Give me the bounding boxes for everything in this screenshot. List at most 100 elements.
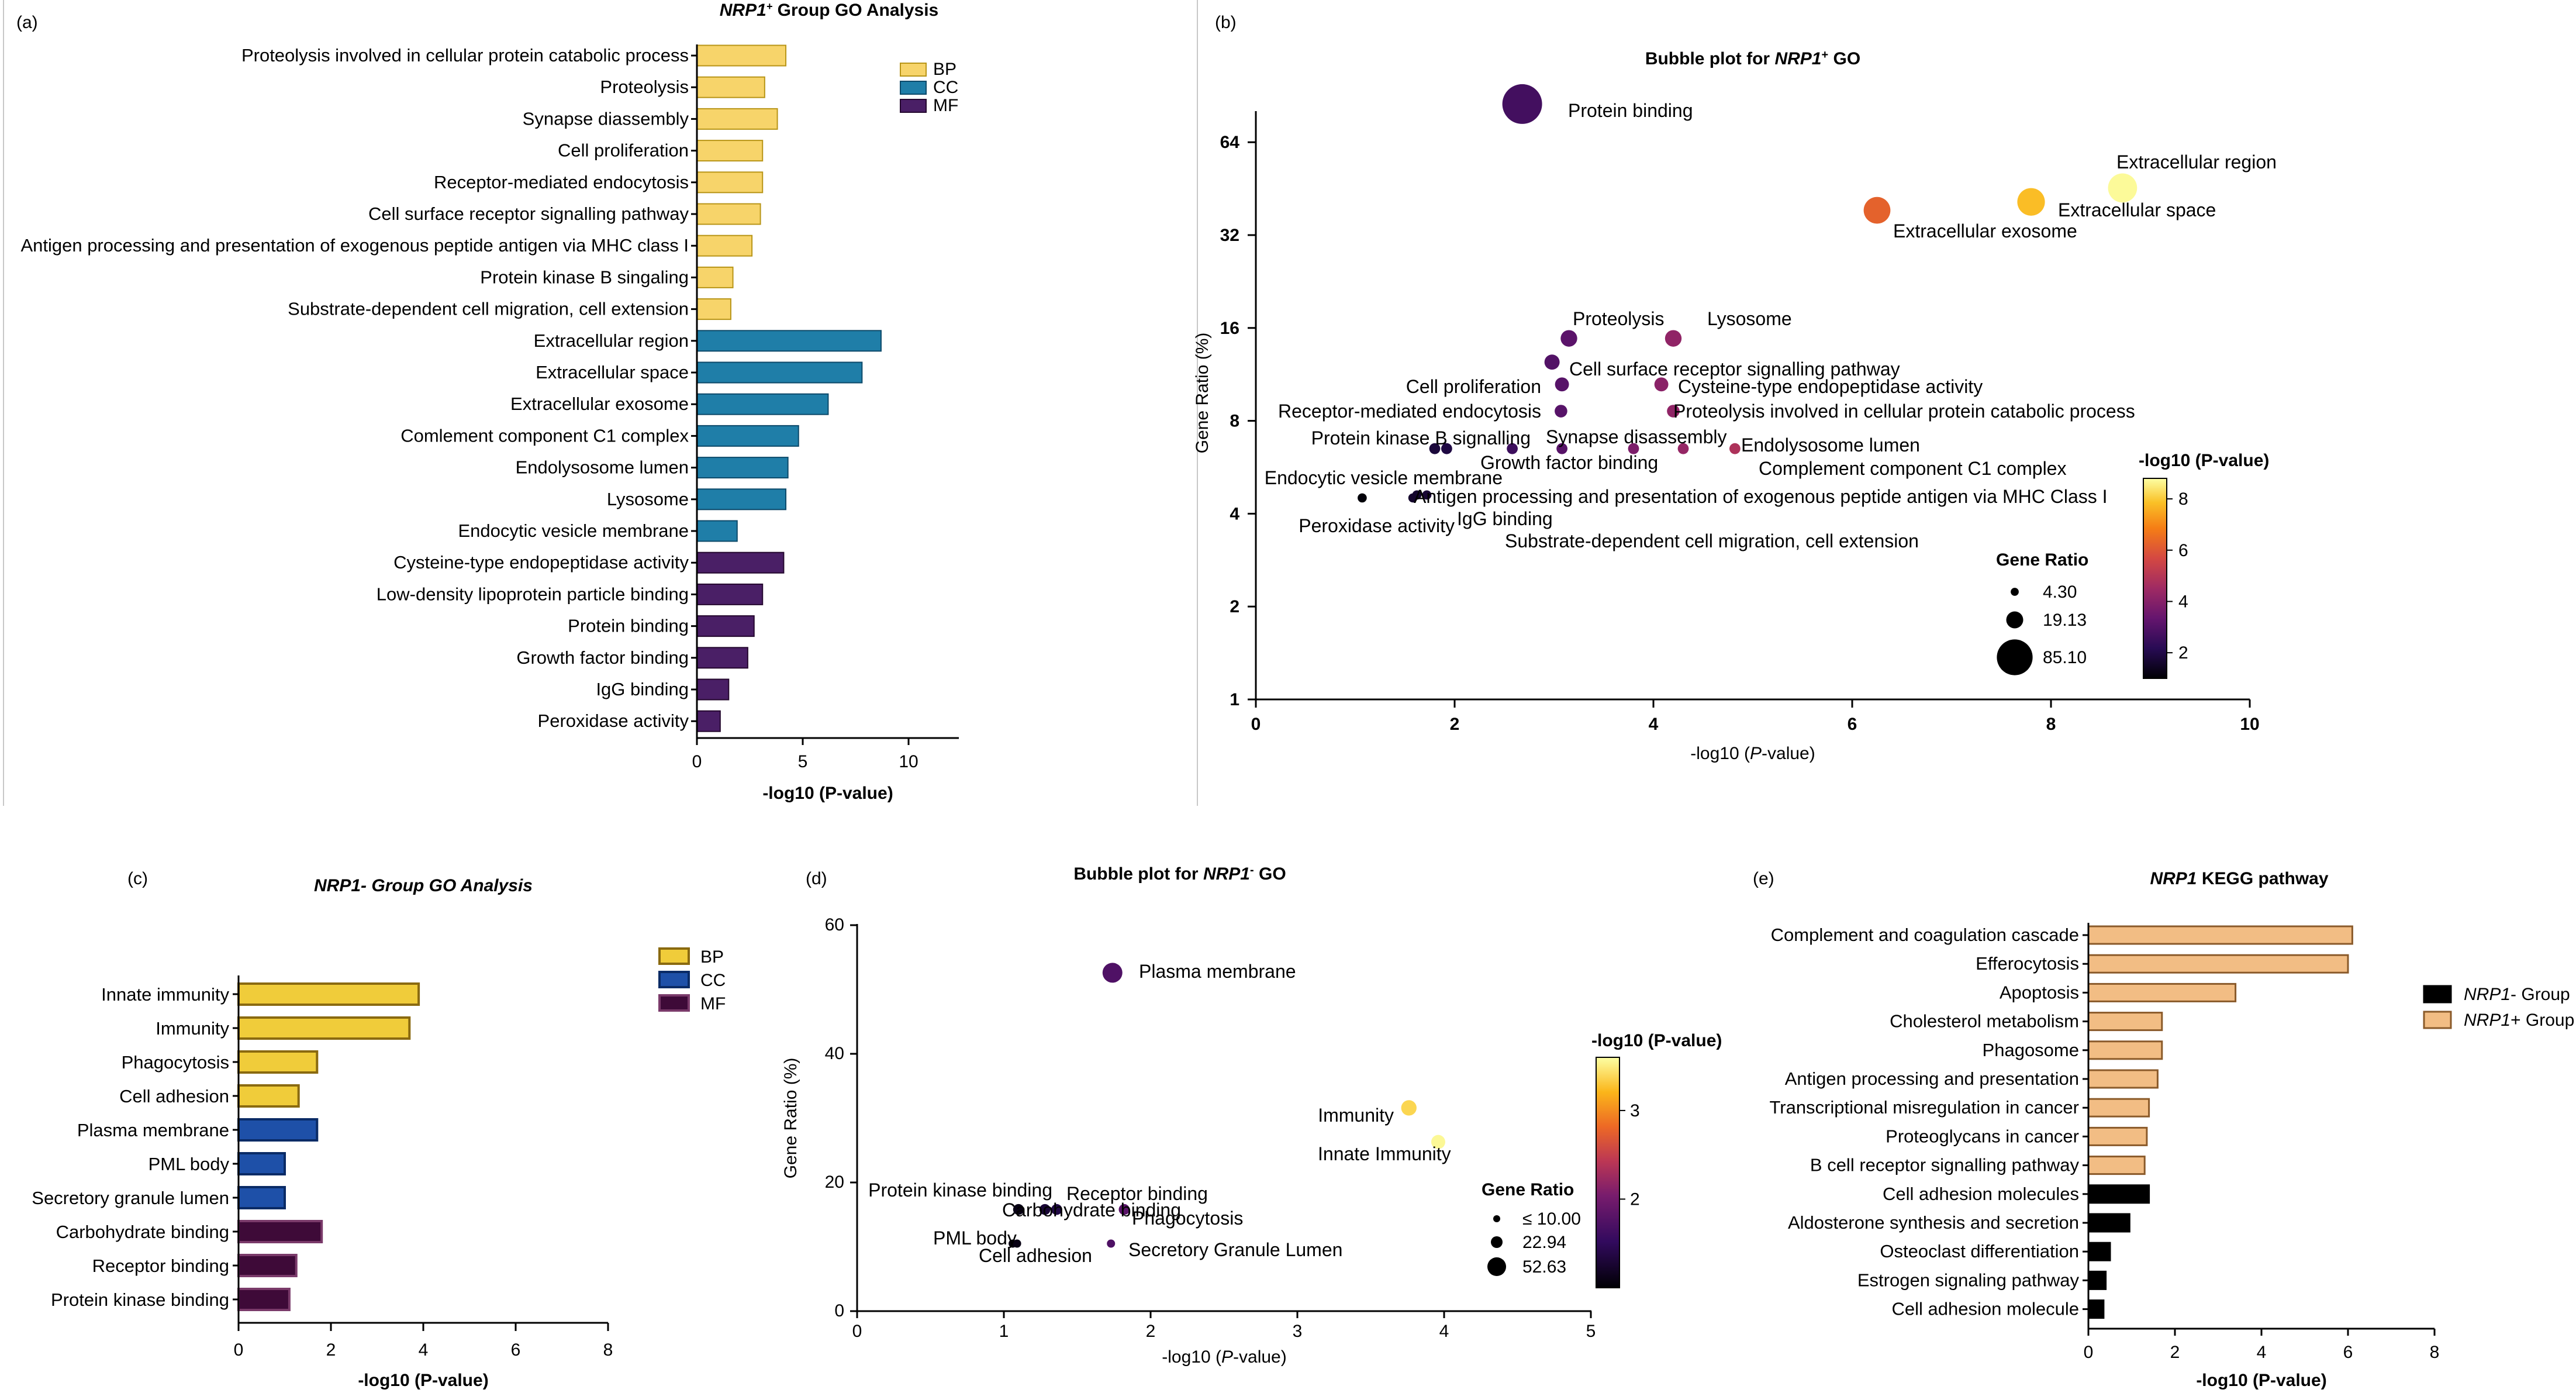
panel-d-x-tick-label: 2 — [1146, 1322, 1156, 1341]
panel-e-category-label: Estrogen signaling pathway — [1857, 1270, 2080, 1290]
panel-c-x-tick-label: 8 — [603, 1340, 613, 1360]
panel-e-bar — [2087, 954, 2349, 974]
panel-c-category-label: Innate immunity — [101, 984, 229, 1005]
panel-b-size-legend-label: 85.10 — [2043, 648, 2087, 667]
panel-a-bar — [696, 425, 799, 447]
panel-a-category-label: Endolysosome lumen — [516, 457, 689, 478]
panel-a-category-label: Receptor-mediated endocytosis — [434, 172, 689, 192]
panel-e-bar — [2087, 1098, 2150, 1118]
panel-label-c: (c) — [127, 869, 148, 888]
panel-e-legend-gene: NRP1 — [2464, 985, 2511, 1004]
panel-d-bubble-label: Plasma membrane — [1139, 961, 1296, 982]
panel-c-bar — [237, 1288, 291, 1311]
panel-d-x-tick-label: 3 — [1293, 1322, 1303, 1341]
panel-c-x-tick-label: 0 — [234, 1340, 244, 1360]
panel-d-color-title: -log10 (P-value) — [1591, 1031, 1722, 1050]
panel-c-legend-label: BP — [700, 947, 724, 967]
panel-c-bar — [237, 1084, 300, 1108]
panel-a-bar — [696, 488, 787, 511]
panel-b-bubble-label: Growth factor binding — [1480, 452, 1658, 473]
panel-e-bar — [2087, 982, 2237, 1002]
panel-e-category-label: Phagosome — [1983, 1040, 2079, 1060]
panel-e-legend-swatch — [2423, 985, 2452, 1004]
panel-c-bar — [237, 1050, 319, 1074]
panel-d-bubble-plot: Bubble plot for NRP1- GO 0 1 2 3 4 5 0 20 40 60 P… — [781, 864, 1722, 1367]
panel-a-x-tick-label: 10 — [899, 752, 918, 771]
panel-b-y-tick-label: 2 — [1230, 597, 1239, 616]
panel-b-bubble — [1665, 330, 1682, 347]
panel-c-x-tick-label: 2 — [326, 1340, 336, 1360]
panel-d-bubble-label: PML body — [933, 1228, 1017, 1249]
panel-e-legend-label: NRP1+ Group — [2464, 1011, 2574, 1030]
panel-c-legend-swatch — [658, 994, 690, 1012]
panel-b-bubble-label: Endocytic vesicle membrane — [1265, 467, 1503, 488]
panel-b-colorbar-tick-label: 2 — [2178, 643, 2188, 663]
panel-d-size-legend-label: 52.63 — [1522, 1257, 1566, 1277]
panel-a-bar — [696, 203, 761, 225]
panel-e-bar — [2087, 1012, 2163, 1032]
panel-e-category-label: Cholesterol metabolism — [1890, 1011, 2079, 1032]
panel-c-category-label: Plasma membrane — [77, 1120, 229, 1140]
panel-b-bubble-label: Cell surface receptor signalling pathway — [1569, 358, 1900, 380]
panel-b-bubble-label: Protein binding — [1568, 100, 1693, 121]
panel-b-bubble — [2017, 188, 2045, 216]
panel-d-x-tick-label: 1 — [999, 1322, 1009, 1341]
panel-d-size-legend-label: 22.94 — [1522, 1233, 1566, 1252]
panel-a-bar — [696, 551, 785, 574]
panel-b-bubble — [1544, 354, 1560, 370]
panel-d-bubble-label: Immunity — [1318, 1105, 1394, 1126]
panel-e-kegg-bar-chart: NRP1 KEGG pathway Complement and coagula… — [1769, 869, 2574, 1390]
panel-b-colorbar-tick-label: 8 — [2178, 489, 2188, 509]
panel-label-e: (e) — [1753, 869, 1774, 888]
panel-b-bubble — [1408, 493, 1418, 503]
panel-a-category-label: Peroxidase activity — [538, 711, 689, 731]
panel-a-bar — [696, 361, 863, 384]
panel-e-x-tick-label: 8 — [2430, 1343, 2440, 1362]
panel-b-x-tick-label: 6 — [1848, 715, 1857, 734]
panel-b-size-legend-label: 4.30 — [2043, 582, 2077, 602]
panel-b-bubble-label: Protein kinase B signalling — [1311, 427, 1531, 449]
panel-b-bubble — [1555, 377, 1569, 392]
panel-b-bubble-label: Extracellular region — [2116, 151, 2277, 173]
panel-a-bar — [696, 108, 778, 130]
panel-e-category-label: Antigen processing and presentation — [1785, 1068, 2079, 1089]
panel-a-legend-label: BP — [933, 60, 956, 79]
panel-a-category-label: Extracellular region — [534, 330, 689, 351]
panel-e-legend-label: NRP1- Group — [2464, 985, 2570, 1004]
panel-b-size-title: Gene Ratio — [1996, 550, 2088, 570]
panel-d-bubble — [1102, 963, 1123, 983]
panel-e-category-label: Cell adhesion molecule — [1891, 1299, 2079, 1319]
panel-b-x-tick-label: 2 — [1450, 715, 1460, 734]
panel-a-category-label: Substrate-dependent cell migration, cell… — [288, 299, 689, 319]
panel-a-category-label: Extracellular space — [536, 362, 689, 382]
panel-c-bar — [237, 1118, 319, 1142]
panel-e-category-label: Apoptosis — [2000, 982, 2079, 1002]
panel-e-legend-gene: NRP1 — [2464, 1011, 2511, 1030]
panel-e-bar — [2087, 1299, 2105, 1319]
panel-c-bar — [237, 1152, 286, 1175]
panel-b-bubble-label: Peroxidase activity — [1299, 515, 1455, 536]
panel-d-y-tick-label: 20 — [825, 1173, 844, 1192]
panel-a-category-label: Cysteine-type endopeptidase activity — [393, 552, 689, 573]
panel-a-category-label: IgG binding — [596, 679, 689, 699]
panel-b-bubble-label: Complement component C1 complex — [1759, 458, 2066, 479]
panel-d-bubble — [1013, 1204, 1024, 1215]
panel-c-category-label: Carbohydrate binding — [56, 1222, 229, 1242]
panel-e-bar — [2087, 1156, 2146, 1175]
panel-b-x-tick-label: 4 — [1649, 715, 1659, 734]
panel-d-title: Bubble plot for NRP1- GO — [1073, 864, 1286, 884]
panel-b-bubble — [1422, 490, 1432, 500]
panel-b-colorbar-tick-label: 4 — [2178, 592, 2188, 611]
panel-b-bubble — [1667, 405, 1680, 418]
panel-a-bar — [696, 615, 755, 637]
panel-c-title: NRP1- Group GO Analysis — [314, 876, 533, 895]
panel-a-bar — [696, 44, 787, 67]
panel-d-size-legend-dot — [1487, 1257, 1506, 1276]
panel-e-bar — [2087, 1069, 2159, 1089]
panel-b-size-legend-label: 19.13 — [2043, 611, 2087, 630]
panel-a-x-tick-label: 0 — [692, 752, 702, 771]
panel-a-bar — [696, 235, 753, 257]
panel-b-size-legend-dot — [2006, 611, 2023, 629]
panel-a-category-label: Synapse diassembly — [523, 108, 689, 129]
